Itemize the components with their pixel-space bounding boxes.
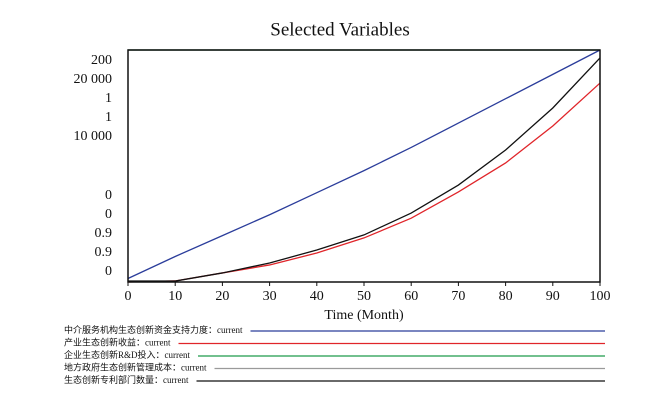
legend-label: 地方政府生态创新管理成本：current xyxy=(64,362,207,373)
legend-label: 企业生态创新R&D投入：current xyxy=(64,349,190,360)
x-tick-label: 70 xyxy=(451,289,465,304)
series-line xyxy=(128,57,601,282)
x-tick-label: 10 xyxy=(168,289,182,304)
x-tick-label: 30 xyxy=(263,289,277,304)
x-tick-label: 20 xyxy=(215,289,229,304)
y-tick-label: 10 000 xyxy=(74,129,113,144)
x-tick-label: 90 xyxy=(546,289,560,304)
legend-label: 生态创新专利部门数量：current xyxy=(64,374,189,385)
y-tick-label: 0 xyxy=(105,264,112,279)
x-tick-label: 60 xyxy=(404,289,418,304)
x-tick-label: 50 xyxy=(357,289,371,304)
series-line xyxy=(127,82,601,283)
series-line xyxy=(127,49,601,280)
y-tick-label: 0 xyxy=(105,207,112,222)
x-tick-label: 40 xyxy=(310,289,324,304)
x-axis-title: Time (Month) xyxy=(324,308,404,323)
chart-title: Selected Variables xyxy=(270,19,409,40)
y-tick-label: 1 xyxy=(105,110,112,125)
y-tick-label: 200 xyxy=(91,53,112,68)
legend-label: 中介服务机构生态创新资金支持力度：current xyxy=(64,324,243,335)
x-tick-label: 0 xyxy=(125,289,132,304)
legend-label: 产业生态创新收益：current xyxy=(64,337,171,348)
y-tick-label: 1 xyxy=(105,91,112,106)
y-tick-label: 0.9 xyxy=(95,226,113,241)
y-tick-label: 0 xyxy=(105,188,112,203)
x-tick-label: 80 xyxy=(499,289,513,304)
y-tick-label: 20 000 xyxy=(74,72,113,87)
y-tick-label: 0.9 xyxy=(95,245,113,260)
x-tick-label: 100 xyxy=(590,289,611,304)
plot-frame xyxy=(127,49,601,283)
